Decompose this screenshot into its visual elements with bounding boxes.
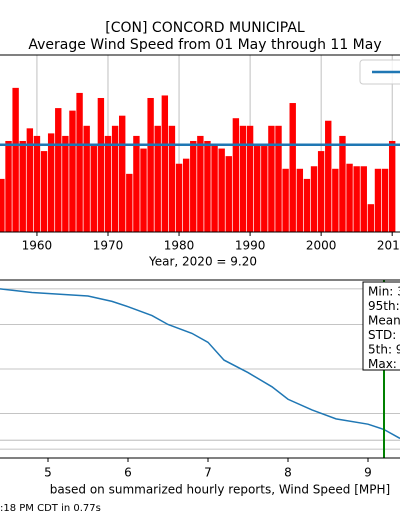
plot-frame [0, 279, 400, 459]
bar [5, 140, 12, 232]
bar [76, 92, 83, 232]
bar [111, 125, 119, 232]
bar [26, 128, 34, 232]
x-tick-label: 1970 [93, 239, 124, 253]
stats-text: STD: [368, 328, 396, 342]
bar [317, 151, 325, 232]
bar [168, 125, 176, 232]
bar [90, 146, 97, 232]
stats-text: 95th: [368, 299, 400, 313]
bar [0, 178, 5, 232]
plot-frame [0, 54, 400, 233]
bar [97, 97, 105, 232]
bar [261, 146, 268, 232]
bar [381, 168, 389, 232]
bar [246, 125, 254, 232]
bar [310, 166, 318, 232]
x-tick-label: 2000 [306, 239, 337, 253]
bar [133, 135, 140, 232]
x-tick-label: 1990 [235, 239, 266, 253]
bar [154, 125, 161, 232]
bar [83, 125, 90, 232]
bar [62, 135, 69, 232]
bar [218, 148, 225, 232]
bar [239, 125, 247, 232]
bar [40, 151, 48, 232]
bar [268, 125, 275, 232]
bar [140, 148, 147, 232]
bar [253, 146, 261, 232]
bar [232, 118, 240, 232]
bar [303, 178, 311, 232]
bar [182, 158, 190, 232]
bar [325, 120, 332, 232]
bar [296, 168, 304, 232]
bar [367, 204, 375, 232]
bar [204, 140, 211, 232]
x-tick-label: 8 [284, 466, 292, 480]
bar [388, 140, 396, 232]
line [0, 288, 400, 440]
bar [47, 133, 55, 232]
bar [126, 173, 133, 232]
x-tick-label: 2010 [377, 239, 400, 253]
stats-text: 5th: 9 [368, 343, 400, 357]
bar [289, 103, 296, 233]
bar [197, 135, 204, 232]
x-tick-label: 1960 [22, 239, 53, 253]
bar [360, 166, 367, 232]
chart-title: [CON] CONCORD MUNICIPAL [105, 20, 305, 36]
bar [55, 108, 62, 232]
chart-subtitle: Average Wind Speed from 01 May through 1… [28, 37, 381, 53]
x-axis-label: based on summarized hourly reports, Wind… [50, 483, 390, 497]
bar [19, 140, 26, 232]
bar [175, 163, 183, 232]
bar [104, 135, 112, 232]
footer: :18 PM CDT in 0.77s [0, 503, 101, 514]
x-tick-label: 1980 [164, 239, 195, 253]
stats-text: Mean [368, 314, 400, 328]
bar [69, 110, 76, 232]
bar [147, 97, 154, 232]
bar [332, 168, 339, 232]
bar [190, 140, 197, 232]
x-axis-label: Year, 2020 = 9.20 [148, 255, 257, 269]
bar [346, 163, 353, 232]
bar [161, 95, 169, 232]
stats-box [362, 281, 400, 371]
bar [339, 135, 346, 232]
bar [282, 168, 289, 232]
stats-text: Max: [368, 357, 397, 371]
bar [211, 143, 218, 232]
x-tick-label: 7 [204, 466, 212, 480]
bar [225, 156, 232, 232]
x-tick-label: 5 [44, 466, 52, 480]
bar [33, 135, 41, 232]
bar [353, 166, 360, 232]
x-tick-label: 6 [124, 466, 132, 480]
bar [12, 87, 19, 232]
bar [374, 168, 382, 232]
bar [119, 115, 126, 232]
bar [275, 125, 282, 232]
stats-text: Min: 3 [368, 285, 400, 299]
x-tick-label: 9 [364, 466, 372, 480]
